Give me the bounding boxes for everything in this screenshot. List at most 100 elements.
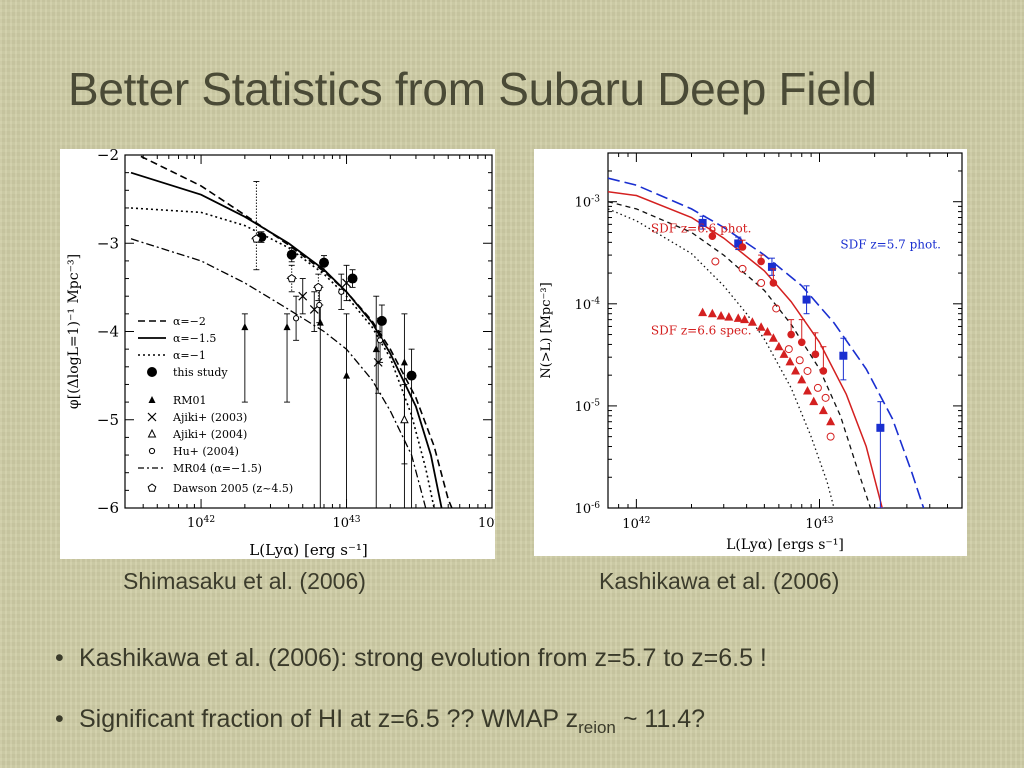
y-tick-label: −3 [97,234,119,252]
bullet-item-2: • Significant fraction of HI at z=6.5 ?? … [55,705,705,738]
legend-marker [148,396,156,403]
y-axis-label: N(>L) [Mpc⁻³] [539,282,554,378]
point-sdf-z-5-7-phot- [767,262,776,271]
point-sdf-z-5-7-phot- [698,218,707,227]
lf-curve [130,238,427,508]
point-sdf-z-6-6-spec- [707,308,717,318]
bullet-dot: • [55,705,64,733]
y-tick-label: −4 [97,323,119,341]
legend-label: MR04 (α=−1.5) [173,462,262,475]
annotation-label: SDF z=6.6 phot. [651,221,752,235]
point-open-circles [757,278,766,287]
point-sdf-z-6-6-spec- [774,341,784,351]
point-rm01 [343,371,351,379]
point-sdf-z-6-6-phot- [797,338,806,347]
lf-curve [608,177,925,508]
data-points [241,181,417,508]
bullet-text-tail: ~ 11.4? [615,705,706,733]
point-open-circles [795,356,804,365]
point-open-circles [826,432,835,441]
legend-label: RM01 [173,394,207,407]
curves [608,177,925,508]
legend-label: Ajiki+ (2003) [172,411,247,424]
point-sdf-z-5-7-phot- [876,423,885,432]
legend-marker [147,483,157,492]
chart-kashikawa-cumulative-lf: 1042 1043 10-3 10-4 10-5 10-6 L(Lyα) [ergs s⁻¹… [539,152,963,553]
x-axis-label: L(Lyα) [ergs s⁻¹] [726,537,844,553]
legend-marker [148,447,156,455]
point-this-study [286,249,297,260]
point-hu-2004- [376,337,384,344]
point-sdf-z-6-6-spec- [768,333,778,342]
point-rm01 [372,345,380,353]
legend-label: α=−2 [173,315,206,328]
point-sdf-z-5-7-phot- [802,295,811,304]
point-this-study [318,257,329,268]
slide-title: Better Statistics from Subaru Deep Field [68,63,877,115]
point-dawson-2005-z-4-5- [252,234,261,243]
point-hu-2004- [338,288,345,295]
bullet-text-main: Significant fraction of HI at z=6.5 ?? W… [79,705,579,733]
point-sdf-z-6-6-spec- [733,313,743,322]
x-tick-label: 1042 [187,515,215,531]
x-tick-label: 1044 [478,515,495,531]
annotation-label: SDF z=5.7 phot. [840,237,941,251]
figure-shimasaku: 1042 1043 1044 −2 −3 −4 −5 −6 L(Lyα) [erg s⁻¹] φ[… [60,149,495,559]
legend-label: Ajiki+ (2004) [172,428,247,441]
point-sdf-z-6-6-spec- [756,322,766,331]
point-this-study [406,370,417,381]
point-sdf-z-6-6-spec- [716,310,726,320]
legend-label: this study [173,366,228,379]
plot-frame [607,152,963,509]
annotation-label: SDF z=6.6 spec. [651,324,752,338]
point-sdf-z-5-7-phot- [734,239,743,248]
bullet-text: Kashikawa et al. (2006): strong evolutio… [79,644,767,672]
legend-label: Dawson 2005 (z~4.5) [173,482,293,495]
lf-curve [608,191,883,508]
point-rm01 [400,358,408,366]
point-sdf-z-6-6-spec- [797,374,807,384]
caption-kashikawa: Kashikawa et al. (2006) [599,568,840,594]
point-open-circles [813,383,822,392]
legend-marker [147,428,157,438]
point-sdf-z-6-6-phot- [738,243,747,251]
point-dawson-2005-z-4-5- [313,282,323,292]
point-sdf-z-6-6-phot- [787,330,795,339]
legend: α=−2 α=−1.5 α=−1 this study RM01 Ajiki+ (2003… [138,315,293,495]
point-sdf-z-6-6-spec- [791,365,801,375]
chart-shimasaku-lf: 1042 1043 1044 −2 −3 −4 −5 −6 L(Lyα) [erg s⁻¹] φ[… [66,149,495,559]
point-open-circles [803,366,812,375]
point-dawson-2005-z-4-5- [287,273,297,283]
lf-curve [608,208,835,508]
point-sdf-z-6-6-spec- [762,326,772,336]
caption-shimasaku: Shimasaku et al. (2006) [123,568,366,594]
point-rm01 [316,318,324,326]
legend-label: Hu+ (2004) [173,445,239,458]
data-points [698,215,885,508]
point-open-circles [784,345,793,354]
y-tick-label: 10-4 [575,297,601,313]
point-rm01 [283,323,291,331]
legend-label: α=−1.5 [173,332,216,345]
y-tick-label: −6 [97,499,119,517]
legend-label: α=−1 [173,349,206,362]
point-sdf-z-6-6-spec- [818,405,828,415]
point-sdf-z-6-6-spec- [809,396,819,406]
point-open-circles [821,393,830,402]
legend-marker [147,367,157,377]
x-tick-label: 1043 [332,515,360,531]
point-sdf-z-6-6-spec- [747,317,757,326]
y-tick-label: −2 [97,149,119,164]
point-sdf-z-5-7-phot- [839,351,848,360]
x-axis-label: L(Lyα) [erg s⁻¹] [249,541,367,559]
y-tick-label: 10-3 [575,195,601,211]
bullet-text-subscript: reion [578,718,616,737]
point-sdf-z-6-6-phot- [757,257,765,266]
point-sdf-z-6-6-spec- [779,349,789,358]
point-open-circles [711,257,720,266]
point-sdf-z-6-6-spec- [724,312,734,321]
y-axis-label: φ[(ΔlogL=1)⁻¹ Mpc⁻³] [66,254,82,409]
bullet-item-1: • Kashikawa et al. (2006): strong evoluti… [55,644,767,673]
legend-marker [147,412,157,422]
point-hu-2004- [316,301,323,309]
